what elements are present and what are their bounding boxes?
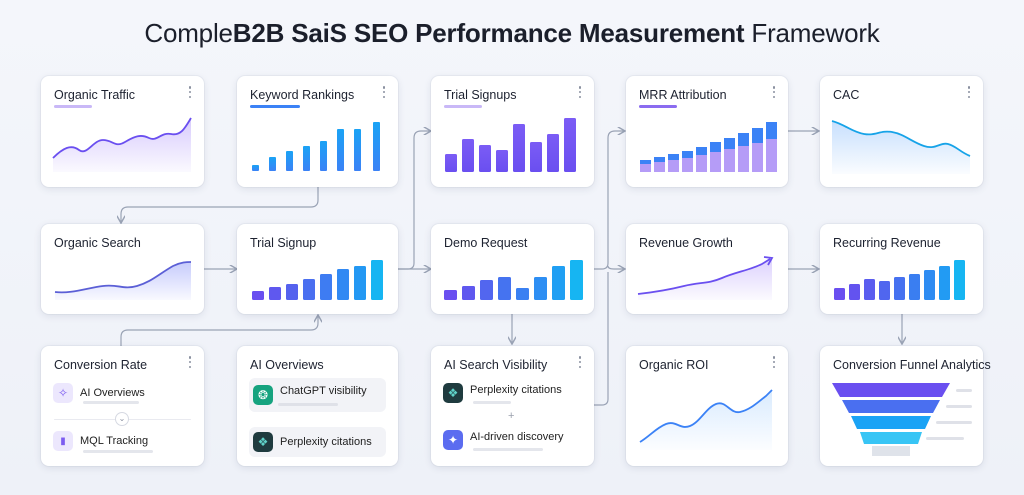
card-organic-search[interactable]: Organic Search (41, 224, 204, 314)
card-organic-traffic[interactable]: Organic Traffic (41, 76, 204, 187)
more-menu-icon[interactable] (382, 86, 386, 98)
accent-bar (250, 105, 300, 108)
more-menu-icon[interactable] (188, 86, 192, 98)
divider (473, 448, 543, 451)
list-item-label: Perplexity citations (280, 436, 372, 448)
card-trial-signups[interactable]: Trial Signups (431, 76, 594, 187)
card-recurring-revenue[interactable]: Recurring Revenue (820, 224, 983, 314)
chatgpt-icon: ❂ (253, 385, 273, 405)
card-title: Conversion Rate (54, 358, 148, 372)
card-conversion-funnel-analytics[interactable]: Conversion Funnel Analytics (820, 346, 991, 466)
divider (83, 450, 153, 453)
card-title: Conversion Funnel Analytics (833, 358, 991, 372)
list-item-label: ChatGPT visibility (280, 385, 367, 397)
list-item[interactable]: ✦ AI-driven discovery (443, 425, 582, 455)
card-title: CAC (833, 88, 860, 102)
title-part-3: Framework (744, 18, 880, 48)
gemini-sparkle-icon: ✦ (443, 430, 463, 450)
card-title: Organic Traffic (54, 88, 136, 102)
list-item[interactable]: ❖ Perplexity citations (249, 427, 386, 457)
card-title: Organic ROI (639, 358, 709, 372)
card-keyword-rankings[interactable]: Keyword Rankings (237, 76, 398, 187)
card-trial-signup[interactable]: Trial Signup (237, 224, 398, 314)
card-title: AI Search Visibility (444, 358, 548, 372)
more-menu-icon[interactable] (578, 356, 582, 368)
title-part-2: B2B SaiS SEO Performance Measurement (232, 18, 745, 48)
accent-bar (444, 105, 482, 108)
card-conversion-rate[interactable]: Conversion Rate ✧ AI Overviews ⌄ ▮ MQL T… (41, 346, 204, 466)
more-menu-icon[interactable] (772, 356, 776, 368)
card-organic-roi[interactable]: Organic ROI (626, 346, 788, 466)
sparkle-icon: ✧ (53, 383, 73, 403)
card-ai-overviews[interactable]: AI Overviews ❂ ChatGPT visibility ❖ Perp… (237, 346, 398, 466)
card-title: AI Overviews (250, 358, 324, 372)
card-title: Demo Request (444, 236, 528, 250)
list-item-label: AI Overviews (80, 387, 145, 399)
list-item-label: AI-driven discovery (470, 431, 564, 443)
more-menu-icon[interactable] (188, 356, 192, 368)
list-item[interactable]: ▮ MQL Tracking (53, 426, 192, 456)
accent-bar (54, 105, 92, 108)
card-title: Revenue Growth (639, 236, 733, 250)
card-mrr-attribution[interactable]: MRR Attribution (626, 76, 788, 187)
more-menu-icon[interactable] (772, 86, 776, 98)
card-revenue-growth[interactable]: Revenue Growth (626, 224, 788, 314)
plus-icon: + (508, 410, 515, 422)
perplexity-icon: ❖ (443, 383, 463, 403)
bar-chart-icon: ▮ (53, 431, 73, 451)
card-cac[interactable]: CAC (820, 76, 983, 187)
list-item-label: Perplexity citations (470, 384, 562, 396)
more-menu-icon[interactable] (967, 86, 971, 98)
card-title: Organic Search (54, 236, 141, 250)
divider (278, 403, 338, 406)
card-demo-request[interactable]: Demo Request (431, 224, 594, 314)
more-menu-icon[interactable] (578, 86, 582, 98)
list-item[interactable]: ✧ AI Overviews (53, 378, 192, 408)
card-title: Trial Signup (250, 236, 317, 250)
chevron-down-icon: ⌄ (115, 412, 129, 426)
card-ai-search-visibility[interactable]: AI Search Visibility ❖ Perplexity citati… (431, 346, 594, 466)
card-title: MRR Attribution (639, 88, 727, 102)
card-title: Keyword Rankings (250, 88, 355, 102)
divider (473, 401, 511, 404)
title-part-1: Comple (144, 18, 233, 48)
list-item-label: MQL Tracking (80, 435, 149, 447)
perplexity-icon: ❖ (253, 432, 273, 452)
list-item[interactable]: ❖ Perplexity citations (443, 378, 582, 408)
card-title: Trial Signups (444, 88, 517, 102)
list-item[interactable]: ❂ ChatGPT visibility (249, 378, 386, 412)
divider (83, 401, 139, 404)
card-title: Recurring Revenue (833, 236, 941, 250)
accent-bar (639, 105, 677, 108)
page-title: CompleB2B SaiS SEO Performance Measureme… (0, 18, 1024, 49)
